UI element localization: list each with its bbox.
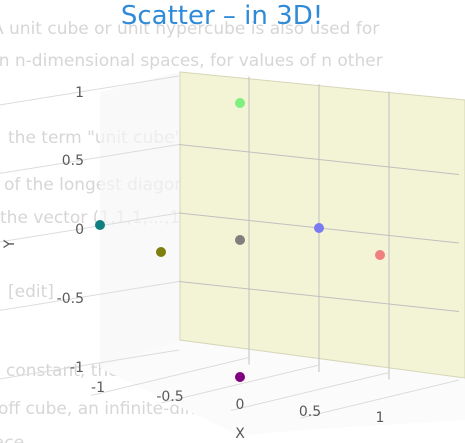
left-wall-grid: [0, 75, 180, 106]
scatter-point: [314, 223, 324, 233]
chart-walls: [100, 71, 465, 436]
left-wall-grid: [0, 212, 180, 243]
back-wall-hgrid: [178, 144, 460, 175]
data-points: [95, 98, 385, 382]
y-tick-label: 1: [75, 85, 84, 101]
floor-grid: [90, 357, 250, 396]
background-text-line: [edit]: [8, 282, 54, 302]
y-tick-label: 0.5: [62, 153, 84, 169]
floor-grid: [300, 379, 460, 419]
y-tick-label: 0: [75, 222, 84, 238]
left-wall: [100, 72, 180, 368]
floor-grid: [160, 364, 320, 404]
chart-title: Scatter – in 3D!: [121, 1, 323, 31]
x-tick-label: -0.5: [156, 389, 183, 405]
floor-plane: [100, 340, 465, 436]
left-wall-grid: [0, 144, 180, 174]
y-axis-label: Y: [2, 239, 18, 249]
axis-ticks: 1 0.5 0 -0.5 -1 -1 -0.5 0 0.5 1: [57, 85, 385, 426]
x-tick-label: 0.5: [299, 404, 321, 420]
background-text-line: A unit cube or unit hypercube is also us…: [0, 19, 380, 39]
scatter-point: [95, 220, 105, 230]
scatter-point: [235, 98, 245, 108]
x-axis-label: X: [235, 426, 245, 442]
scatter-point: [235, 235, 245, 245]
left-wall-grid: [0, 281, 180, 311]
x-tick-label: 1: [376, 410, 385, 426]
y-tick-label: -0.5: [57, 291, 84, 307]
floor-grid: [230, 372, 390, 411]
x-tick-label: -1: [91, 380, 105, 396]
left-wall-grid: [0, 349, 180, 380]
background-text-line: ace.: [0, 433, 30, 443]
y-tick-label: -1: [70, 360, 84, 376]
back-wall-hgrid: [178, 281, 460, 312]
background-text-line: in n-dimensional spaces, for values of n…: [0, 51, 383, 71]
scatter-point: [235, 372, 245, 382]
x-tick-label: 0: [236, 397, 245, 413]
scatter-point: [375, 250, 385, 260]
scatter-point: [156, 247, 166, 257]
